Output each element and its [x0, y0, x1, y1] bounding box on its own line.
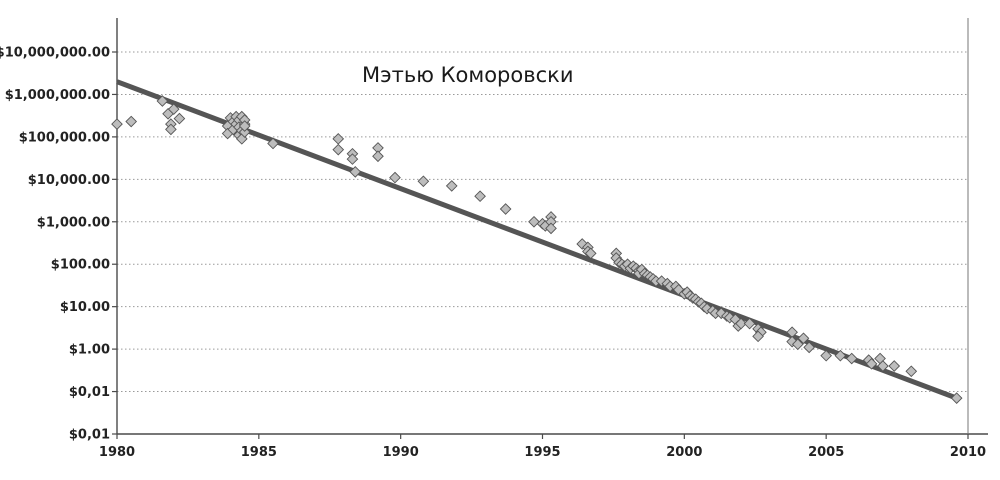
- data-point: [165, 123, 177, 136]
- data-point: [349, 166, 362, 178]
- data-point: [499, 203, 512, 215]
- axes: [112, 18, 988, 439]
- x-tick-label: 2005: [808, 445, 844, 460]
- x-tick-label: 1990: [383, 445, 419, 460]
- data-point: [877, 360, 889, 372]
- data-point: [238, 120, 251, 132]
- data-point: [111, 118, 123, 130]
- data-point: [701, 302, 713, 315]
- data-point: [797, 332, 810, 345]
- data-point: [167, 103, 180, 116]
- data-point: [743, 317, 756, 330]
- data-point: [820, 349, 833, 362]
- y-tick-label: $10,000,000.00: [0, 46, 110, 61]
- data-point: [332, 143, 345, 156]
- y-tick-label: $10.00: [60, 300, 110, 315]
- y-tick-labels: $0,01 $0,01 $1.00 $10.00 $100.00 $1,000.00 $10…: [0, 46, 110, 443]
- data-point: [865, 357, 878, 370]
- y-tick-label: $10,000.00: [28, 173, 110, 188]
- data-point: [238, 126, 251, 138]
- trend-line-layer: [116, 79, 958, 401]
- data-points: [111, 95, 963, 404]
- data-point: [655, 275, 668, 287]
- x-tick-label: 2000: [666, 445, 702, 460]
- data-point: [125, 115, 138, 128]
- data-point: [888, 360, 901, 372]
- data-point: [332, 132, 345, 145]
- data-point: [786, 335, 798, 348]
- y-tick-label: $1,000.00: [37, 215, 110, 230]
- x-tick-label: 1995: [524, 445, 560, 460]
- data-point: [267, 137, 279, 150]
- x-tick-label: 1980: [99, 445, 135, 460]
- data-point: [528, 215, 540, 228]
- data-point: [584, 247, 597, 260]
- data-point: [474, 190, 486, 203]
- x-tick-label: 1985: [241, 445, 277, 460]
- data-point: [372, 150, 384, 163]
- data-point: [834, 349, 847, 362]
- data-point: [950, 392, 963, 404]
- y-tick-label: $1.00: [69, 343, 110, 358]
- x-tick-label: 2010: [950, 445, 986, 460]
- y-tick-label: $100.00: [51, 258, 110, 273]
- y-tick-label: $0,01: [69, 428, 110, 443]
- chart-annotation: Мэтью Коморовски: [362, 63, 574, 87]
- trend-line: [116, 79, 958, 401]
- data-point: [389, 171, 401, 184]
- y-tick-label: $0,01: [69, 385, 110, 400]
- data-point: [346, 153, 359, 165]
- data-point: [752, 330, 764, 343]
- y-tick-label: $100,000.00: [19, 130, 110, 145]
- x-tick-labels: 1980 1985 1990 1995 2000 2005 2010: [99, 445, 986, 460]
- data-point: [735, 317, 747, 330]
- data-point: [173, 112, 186, 125]
- data-point: [791, 338, 804, 351]
- data-point: [545, 222, 557, 235]
- data-point: [905, 365, 918, 378]
- data-point: [845, 352, 858, 365]
- data-point: [156, 95, 169, 107]
- y-tick-label: $1,000,000.00: [5, 88, 110, 103]
- data-point: [445, 180, 458, 192]
- data-point: [417, 175, 430, 188]
- data-point: [803, 341, 815, 354]
